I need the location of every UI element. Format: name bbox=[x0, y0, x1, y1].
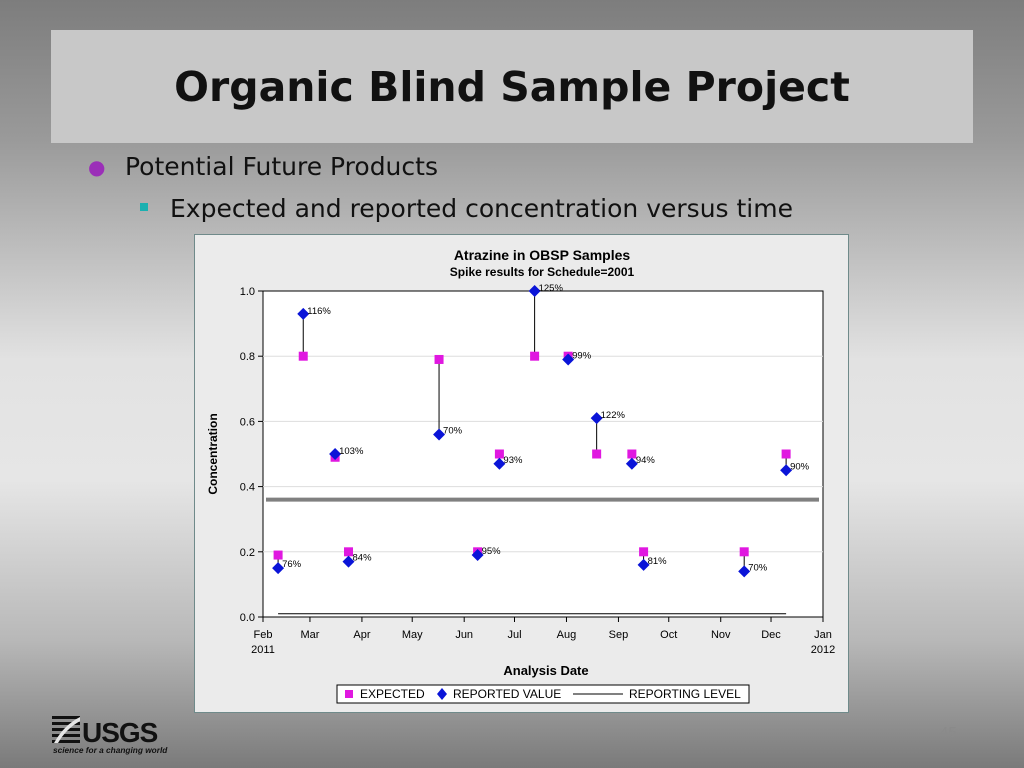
reported-marker bbox=[433, 428, 446, 441]
bullet-level1-text: Potential Future Products bbox=[125, 152, 438, 181]
percent-data-label: 125% bbox=[539, 283, 564, 294]
reported-marker bbox=[780, 464, 793, 477]
percent-data-label: 122% bbox=[601, 410, 626, 421]
reported-marker bbox=[471, 549, 484, 562]
expected-marker bbox=[344, 547, 354, 557]
expected-marker bbox=[530, 351, 540, 361]
reported-marker bbox=[562, 353, 575, 366]
percent-data-label: 84% bbox=[353, 553, 373, 564]
y-axis-label: Concentration bbox=[206, 413, 220, 494]
chart-title: Atrazine in OBSP Samples bbox=[454, 247, 631, 263]
legend-expected-marker bbox=[345, 690, 353, 698]
reported-marker bbox=[590, 412, 603, 425]
x-tick-label: Feb bbox=[254, 629, 273, 641]
y-tick-label: 0.2 bbox=[240, 547, 255, 559]
slide-title: Organic Blind Sample Project bbox=[174, 63, 850, 111]
reported-marker bbox=[637, 558, 650, 571]
percent-data-label: 90% bbox=[790, 461, 810, 472]
reported-marker bbox=[342, 555, 355, 568]
expected-marker bbox=[298, 351, 308, 361]
reported-marker bbox=[528, 285, 541, 297]
chart-subtitle: Spike results for Schedule=2001 bbox=[450, 265, 635, 279]
usgs-wave-icon bbox=[52, 716, 80, 743]
atrazine-chart: Atrazine in OBSP Samples Spike results f… bbox=[206, 247, 836, 704]
page-number: 45 bbox=[940, 724, 957, 741]
reported-marker bbox=[297, 307, 310, 320]
expected-marker bbox=[494, 449, 504, 459]
percent-data-label: 93% bbox=[503, 455, 523, 466]
percent-data-label: 70% bbox=[443, 425, 463, 436]
plot-area bbox=[262, 290, 824, 618]
expected-marker bbox=[273, 550, 283, 560]
bullet-level2-text: Expected and reported concentration vers… bbox=[170, 194, 793, 223]
grid-layer bbox=[263, 355, 823, 553]
x-tick-sublabel: 2012 bbox=[811, 644, 835, 656]
x-tick-label: Sep bbox=[609, 629, 629, 641]
x-tick-label: Jun bbox=[455, 629, 473, 641]
legend-reported-marker bbox=[437, 688, 447, 700]
reported-marker bbox=[493, 457, 506, 470]
percent-data-label: 81% bbox=[648, 556, 668, 567]
expected-marker bbox=[781, 449, 791, 459]
bullet-dot-icon: ● bbox=[88, 155, 106, 179]
expected-marker bbox=[739, 547, 749, 557]
x-tick-label: May bbox=[402, 629, 423, 641]
expected-marker bbox=[639, 547, 649, 557]
percent-data-label: 103% bbox=[339, 446, 364, 457]
expected-marker bbox=[434, 354, 444, 364]
y-tick-label: 0.8 bbox=[240, 351, 255, 363]
percent-data-label: 70% bbox=[748, 562, 768, 573]
y-tick-label: 1.0 bbox=[240, 286, 255, 298]
x-tick-label: Nov bbox=[711, 629, 731, 641]
y-tick-label: 0.0 bbox=[240, 612, 255, 624]
legend-box bbox=[336, 684, 750, 704]
expected-marker bbox=[627, 449, 637, 459]
x-tick-label: Oct bbox=[660, 629, 677, 641]
reported-marker bbox=[272, 562, 285, 575]
usgs-tagline: science for a changing world bbox=[53, 745, 168, 755]
percent-data-label: 94% bbox=[636, 455, 656, 466]
series-layer: 76% 116% 103% 84% 70% 95% 93% 125% 99% 122% 94% 81%… bbox=[266, 283, 819, 615]
reported-marker bbox=[329, 448, 342, 460]
legend-expected-label: EXPECTED bbox=[360, 687, 425, 701]
legend-reporting-level-label: REPORTING LEVEL bbox=[629, 687, 741, 701]
y-tick-label: 0.6 bbox=[240, 416, 255, 428]
usgs-logo-text: USGS bbox=[82, 717, 158, 748]
legend: EXPECTED REPORTED VALUE REPORTING LEVEL bbox=[336, 684, 750, 704]
reported-marker bbox=[738, 565, 751, 578]
x-tick-label: Mar bbox=[300, 629, 319, 641]
axis-layer: 0.0 0.2 0.4 0.6 0.8 1.0 Feb 2011 Mar Apr May Jun Jul… bbox=[240, 286, 836, 656]
x-axis-label: Analysis Date bbox=[503, 663, 588, 678]
bullet-square-icon bbox=[140, 203, 148, 211]
percent-data-label: 95% bbox=[482, 546, 502, 557]
x-tick-label: Dec bbox=[761, 629, 781, 641]
x-tick-sublabel: 2011 bbox=[251, 644, 275, 656]
x-tick-label: Apr bbox=[353, 629, 370, 641]
chart-frame: Atrazine in OBSP Samples Spike results f… bbox=[194, 234, 849, 713]
reported-marker bbox=[625, 457, 638, 470]
percent-data-label: 116% bbox=[307, 306, 331, 317]
legend-reported-label: REPORTED VALUE bbox=[453, 687, 561, 701]
y-tick-label: 0.4 bbox=[240, 482, 255, 494]
x-tick-label: Aug bbox=[557, 629, 577, 641]
title-bar: Organic Blind Sample Project bbox=[51, 30, 973, 143]
x-tick-label: Jul bbox=[507, 629, 521, 641]
usgs-logo: USGS science for a changing world bbox=[52, 716, 168, 755]
percent-data-label: 76% bbox=[282, 559, 302, 570]
expected-marker bbox=[592, 449, 602, 459]
x-tick-label: Jan bbox=[814, 629, 832, 641]
percent-data-label: 99% bbox=[572, 350, 592, 361]
